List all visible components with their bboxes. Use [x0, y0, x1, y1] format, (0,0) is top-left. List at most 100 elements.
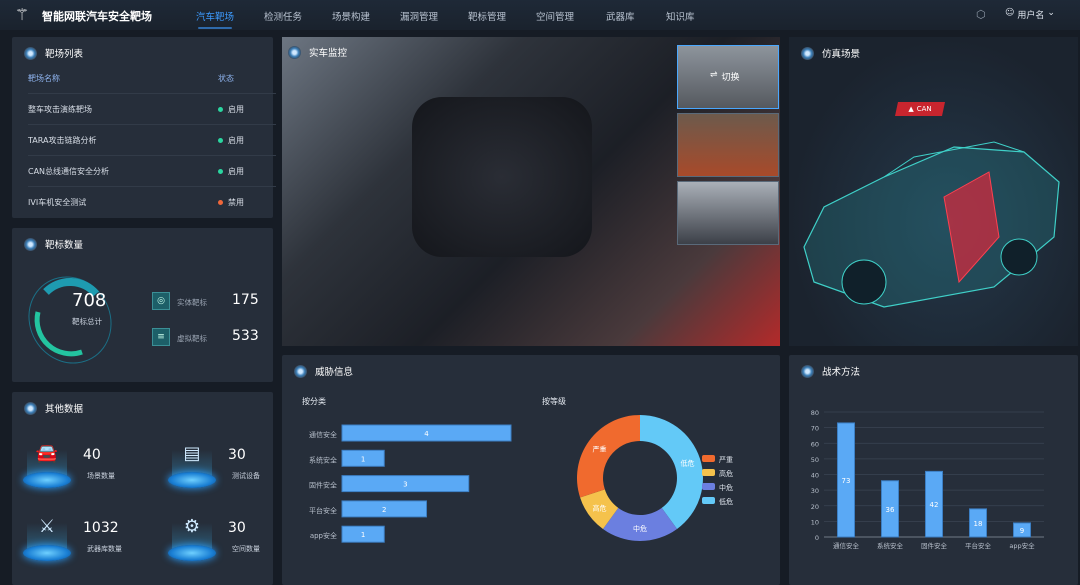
- slice-label: 低危: [681, 459, 695, 468]
- chevron-down-icon: ⌄: [1047, 8, 1055, 18]
- y-tick-label: 20: [811, 503, 819, 511]
- status-text: 启用: [228, 104, 244, 114]
- by-level-label: 按等级: [542, 397, 566, 406]
- panel-icon: [24, 401, 37, 415]
- slice-label: 高危: [593, 503, 607, 512]
- y-tick-label: 30: [811, 487, 819, 495]
- other-data-panel: 其他数据 🚘 40 场景数量 ▤ 30 测试设备 ⚔ 1032 武器库数量 ⚙ …: [12, 392, 273, 585]
- column-name: 靶场名称: [28, 73, 60, 83]
- device-label: 测试设备: [232, 472, 260, 480]
- bar-data-label: 73: [842, 477, 851, 485]
- can-label: CAN: [916, 105, 932, 113]
- table-row[interactable]: 整车攻击演练靶场 启用: [28, 94, 276, 125]
- steering-wheel-icon: ◎: [152, 292, 170, 310]
- settings-icon[interactable]: ⬡: [976, 8, 986, 21]
- user-menu[interactable]: ☺ 用户名 ⌄: [1005, 8, 1055, 21]
- nav-target-management[interactable]: 靶标管理: [468, 12, 507, 23]
- table-header: 靶场名称 状态: [28, 63, 276, 94]
- nav-scenario-build[interactable]: 场景构建: [332, 12, 371, 23]
- status-dot: [218, 200, 223, 205]
- space-count: 30: [228, 520, 246, 536]
- bar: [1013, 522, 1031, 538]
- x-tick-label: 通信安全: [833, 541, 860, 550]
- live-camera-feed[interactable]: 实车监控 ⇌ 切换: [282, 37, 780, 346]
- panel-icon: [294, 364, 307, 378]
- panel-title: 靶标数量: [45, 240, 84, 251]
- camera-thumbnail-2[interactable]: [677, 113, 779, 177]
- status-dot: [218, 168, 223, 174]
- legend-label: 低危: [719, 497, 733, 506]
- table-row[interactable]: CAN总线通信安全分析 启用: [28, 156, 276, 187]
- user-name: 用户名: [1017, 11, 1045, 21]
- switch-label: 切换: [721, 73, 740, 83]
- panel-title: 其他数据: [45, 404, 84, 415]
- category-tick-label: app安全: [310, 531, 337, 540]
- physical-label: 实体靶标: [177, 298, 207, 307]
- bar: [341, 449, 385, 467]
- target-count-panel: 靶标数量 708 靶标总计 ◎ 实体靶标 175 ≡ 虚拟靶标 533: [12, 228, 273, 382]
- bar: [341, 424, 512, 442]
- panel-title: 靶场列表: [45, 49, 84, 60]
- total-ring-graphic: [28, 276, 112, 364]
- y-tick-label: 0: [815, 534, 819, 542]
- category-bar-chart: 通信安全 4 系统安全 1 固件安全 3 平台安全 2 app安全 1: [309, 424, 512, 543]
- nav-car-range[interactable]: 汽车靶场: [196, 12, 235, 23]
- camera-thumbnail-1[interactable]: ⇌ 切换: [677, 45, 779, 109]
- scenario-label: 场景数量: [87, 472, 115, 480]
- switch-icon: ⇌: [710, 70, 718, 80]
- donut-slice: [640, 415, 703, 529]
- legend-swatch: [702, 469, 715, 476]
- arsenal-label: 武器库数量: [87, 545, 122, 553]
- panel-icon: [24, 46, 37, 60]
- bar: [341, 475, 470, 493]
- nav-detection-tasks[interactable]: 检测任务: [264, 12, 303, 23]
- category-tick-label: 平台安全: [309, 506, 337, 515]
- device-icon: ▤: [168, 444, 216, 488]
- bar-data-label: 36: [886, 506, 895, 514]
- car-seat-image: [412, 97, 592, 257]
- y-tick-label: 50: [811, 456, 819, 464]
- column-status: 状态: [218, 73, 234, 83]
- tactics-panel: 战术方法 0 10 20 30 40 50 60 70 80 73 通信安全 36 系统安全 42 固件安全…: [789, 355, 1078, 585]
- donut-slice: [580, 489, 619, 529]
- legend-label: 严重: [719, 456, 733, 464]
- bar-data-label: 2: [382, 506, 386, 514]
- status-dot: [218, 137, 223, 143]
- app-title: 智能网联汽车安全靶场: [42, 10, 152, 23]
- x-tick-label: app安全: [1009, 541, 1035, 550]
- range-name: CAN总线通信安全分析: [28, 166, 110, 176]
- bar-data-label: 4: [424, 430, 429, 438]
- wrench-icon: [801, 364, 814, 378]
- arsenal-count: 1032: [83, 520, 119, 536]
- legend-label: 高危: [719, 469, 733, 478]
- y-tick-label: 60: [811, 440, 819, 448]
- x-tick-label: 固件安全: [921, 541, 948, 550]
- camera-thumbnail-3[interactable]: [677, 181, 779, 245]
- top-nav-bar: ⚚ 智能网联汽车安全靶场 汽车靶场 检测任务 场景构建 漏洞管理 靶标管理 空间…: [0, 0, 1080, 30]
- bar-data-label: 18: [974, 520, 983, 528]
- device-count: 30: [228, 447, 246, 463]
- legend-label: 中危: [719, 483, 733, 492]
- legend-swatch: [702, 497, 715, 504]
- status-text: 启用: [228, 166, 244, 176]
- logo-icon: ⚚: [14, 5, 30, 24]
- wireframe-car-model[interactable]: [794, 97, 1074, 327]
- by-category-label: 按分类: [302, 397, 326, 406]
- range-name: 整车攻击演练靶场: [28, 104, 92, 114]
- total-label: 靶标总计: [72, 317, 102, 326]
- scenario-count: 40: [83, 447, 101, 463]
- bar: [837, 422, 855, 538]
- nav-arsenal[interactable]: 武器库: [606, 12, 635, 23]
- range-name: IVI车机安全测试: [28, 198, 87, 207]
- panel-title: 威胁信息: [315, 367, 354, 378]
- donut-slice: [577, 415, 640, 498]
- nav-space-management[interactable]: 空间管理: [536, 12, 575, 23]
- database-icon: ≡: [152, 328, 170, 346]
- table-row[interactable]: IVI车机安全测试 禁用: [28, 187, 276, 218]
- space-label: 空间数量: [232, 545, 260, 553]
- can-alert-badge[interactable]: ▲ CAN: [895, 102, 945, 116]
- nav-vulnerability[interactable]: 漏洞管理: [400, 12, 439, 23]
- table-row[interactable]: TARA攻击链路分析 启用: [28, 125, 276, 156]
- nav-knowledge-base[interactable]: 知识库: [666, 12, 695, 23]
- y-tick-label: 70: [811, 425, 819, 433]
